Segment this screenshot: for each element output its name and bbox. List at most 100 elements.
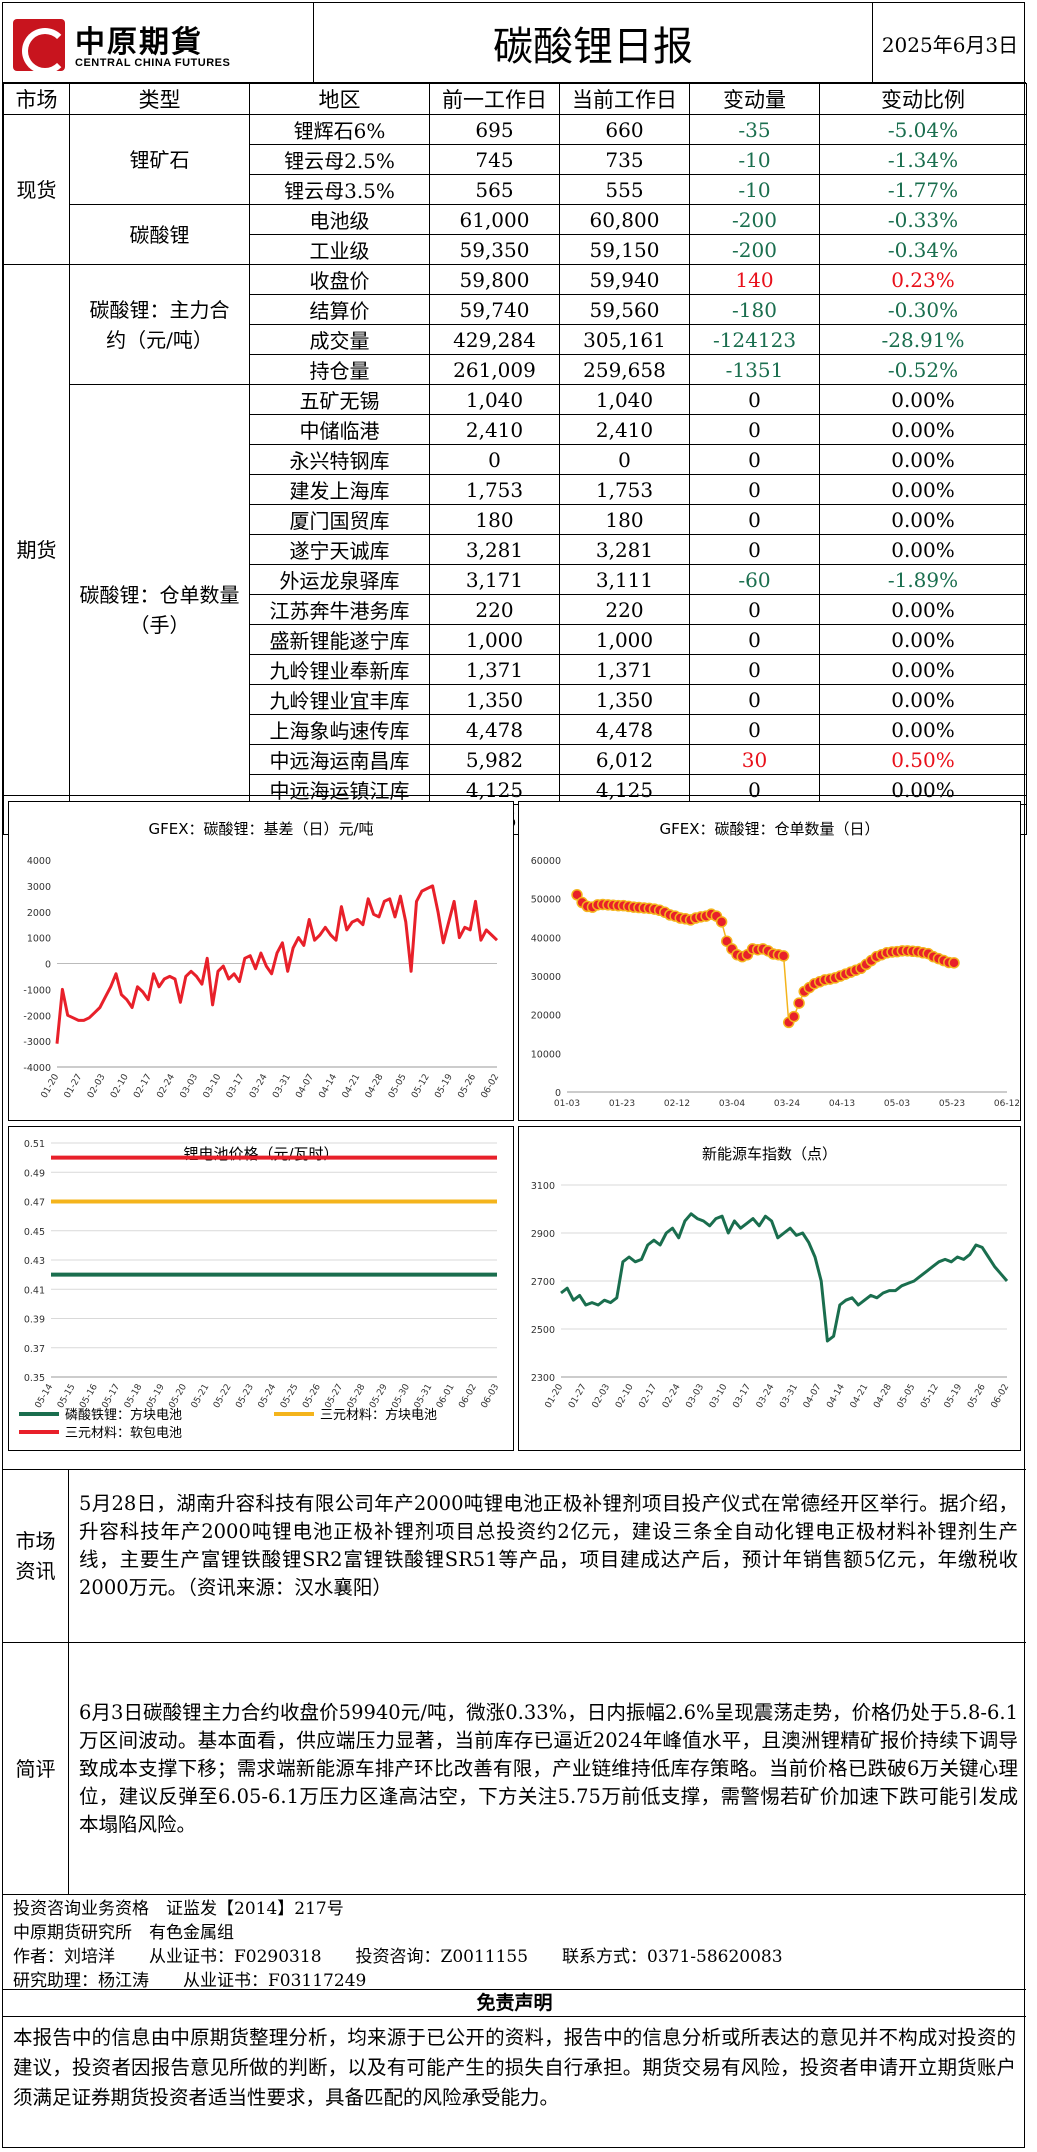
basis-chart: GFEX：碳酸锂：基差（日）元/吨 4000 3000 2000 1000 0 -1000… xyxy=(8,801,514,1121)
table-row: 江苏奔牛港务库 220 220 0 0.00% xyxy=(4,594,1027,625)
table-row: 成交量 429,284 305,161 -124123 -28.91% xyxy=(4,324,1027,355)
table-row: 厦门国贸库 180 180 0 0.00% xyxy=(4,504,1027,535)
change-cell: 0 xyxy=(689,504,820,535)
x-tick-label: 05-25 xyxy=(279,1383,301,1411)
y-tick-label: 0.49 xyxy=(24,1168,45,1179)
change-pct-cell: -1.34% xyxy=(819,144,1027,175)
y-tick-label: -2000 xyxy=(23,1011,51,1022)
change-cell: 0 xyxy=(689,414,820,445)
data-point xyxy=(793,997,805,1009)
institute-line: 中原期货研究所 有色金属组 xyxy=(13,1923,234,1943)
x-tick-label: 05-05 xyxy=(896,1383,918,1411)
change-cell: 0 xyxy=(689,444,820,475)
company-logo: 中原期貨 CENTRAL CHINA FUTURES xyxy=(13,15,243,75)
x-tick-label: 01-27 xyxy=(63,1073,85,1101)
change-pct-cell: 0.00% xyxy=(819,384,1027,415)
x-tick-label: 06-12 xyxy=(994,1099,1019,1109)
y-tick-label: 3100 xyxy=(531,1181,555,1192)
type-cell-warehouse: 碳酸锂：仓单数量（手） xyxy=(69,384,250,835)
x-tick-label: 05-26 xyxy=(966,1382,988,1410)
change-cell: 0 xyxy=(689,684,820,715)
x-tick-label: 05-12 xyxy=(919,1383,941,1411)
x-tick-label: 02-17 xyxy=(132,1073,154,1101)
prev-value-cell: 1,000 xyxy=(429,624,560,655)
y-tick-label: 0 xyxy=(555,1088,561,1099)
change-pct-cell: -28.91% xyxy=(819,324,1027,355)
x-tick-label: 01-20 xyxy=(40,1072,62,1100)
table-row: 期货 碳酸锂：主力合约（元/吨） 收盘价 59,800 59,940 140 0.23% xyxy=(3,264,1027,835)
prev-value-cell: 4,478 xyxy=(429,714,560,745)
col-header: 变动比例 xyxy=(819,83,1027,115)
x-tick-label: 04-07 xyxy=(802,1383,824,1411)
x-tick-label: 02-12 xyxy=(664,1099,690,1109)
change-cell: 0 xyxy=(689,594,820,625)
x-tick-label: 05-23 xyxy=(234,1383,256,1411)
change-cell: -200 xyxy=(689,204,820,235)
change-cell: 0 xyxy=(689,474,820,505)
x-tick-label: 05-15 xyxy=(56,1383,78,1411)
curr-value-cell: 305,161 xyxy=(559,324,690,355)
change-pct-cell: 0.00% xyxy=(819,414,1027,445)
curr-value-cell: 735 xyxy=(559,144,690,175)
prev-value-cell: 1,350 xyxy=(429,684,560,715)
region-cell: 工业级 xyxy=(249,234,430,265)
curr-value-cell: 59,940 xyxy=(559,264,690,295)
curr-value-cell: 6,012 xyxy=(559,744,690,775)
y-tick-label: 0.37 xyxy=(24,1344,45,1355)
table-row: 碳酸锂：仓单数量（手） 五矿无锡 1,040 1,040 0 0.00% xyxy=(4,384,1027,835)
table-row: 现货 锂矿石 锂辉石6% 695 660 -35 -5.04% xyxy=(3,114,1027,265)
change-cell: 0 xyxy=(689,714,820,745)
y-tick-label: 3000 xyxy=(27,882,51,893)
region-cell: 中远海运镇江库 xyxy=(249,774,430,805)
x-tick-label: 04-21 xyxy=(341,1073,363,1101)
change-cell: 0 xyxy=(689,384,820,415)
x-tick-label: 06-02 xyxy=(990,1383,1012,1411)
x-tick-label: 05-19 xyxy=(943,1382,965,1410)
region-cell: 结算价 xyxy=(249,294,430,325)
region-cell: 九岭锂业奉新库 xyxy=(249,654,430,685)
x-tick-label: 05-19 xyxy=(145,1382,167,1410)
region-cell: 五矿无锡 xyxy=(249,384,430,415)
change-pct-cell: 0.23% xyxy=(819,264,1027,295)
commentary-text: 6月3日碳酸锂主力合约收盘价59940元/吨，微涨0.33%，日内振幅2.6%呈… xyxy=(79,1701,1018,1836)
x-tick-label: 01-03 xyxy=(554,1099,580,1109)
y-tick-label: 0.47 xyxy=(24,1198,45,1209)
x-tick-label: 06-02 xyxy=(480,1073,502,1101)
x-tick-label: 04-13 xyxy=(829,1099,855,1109)
data-point xyxy=(715,916,728,928)
curr-value-cell: 59,150 xyxy=(559,234,690,265)
x-tick-label: 03-10 xyxy=(202,1072,224,1100)
x-tick-label: 03-31 xyxy=(271,1073,293,1101)
region-cell: 锂辉石6% xyxy=(249,114,430,145)
prev-value-cell: 59,740 xyxy=(429,294,560,325)
x-tick-label: 04-14 xyxy=(825,1382,847,1410)
report-title: 碳酸锂日报 xyxy=(313,3,873,83)
x-tick-label: 06-01 xyxy=(435,1383,457,1411)
x-tick-label: 05-17 xyxy=(100,1383,122,1411)
change-cell: -200 xyxy=(689,234,820,265)
section-label: 市场资讯 xyxy=(3,1470,69,1642)
y-tick-label: 0.45 xyxy=(24,1227,45,1238)
table-row: 遂宁天诚库 3,281 3,281 0 0.00% xyxy=(4,534,1027,565)
col-header: 前一工作日 xyxy=(429,83,560,115)
x-tick-label: 03-24 xyxy=(774,1099,800,1109)
change-cell: 0 xyxy=(689,534,820,565)
x-tick-label: 03-03 xyxy=(179,1073,201,1101)
charts-area: GFEX：碳酸锂：基差（日）元/吨 4000 3000 2000 1000 0 -1000… xyxy=(3,795,1026,1455)
market-cell-futures: 期货 xyxy=(3,264,70,835)
change-pct-cell: -1.89% xyxy=(819,564,1027,595)
battery-price-chart: 锂电池价格（元/瓦时） 0.51 0.49 0.47 0.45 0.43 0.41 0.39… xyxy=(8,1126,514,1451)
section-label-text: 简评 xyxy=(15,1756,56,1781)
region-cell: 锂云母2.5% xyxy=(249,144,430,175)
logo-mark-icon xyxy=(13,19,68,74)
change-pct-cell: 0.00% xyxy=(819,624,1027,655)
x-tick-label: 04-14 xyxy=(317,1072,339,1100)
prev-value-cell: 220 xyxy=(429,594,560,625)
region-cell: 成交量 xyxy=(249,324,430,355)
change-pct-cell: -5.04% xyxy=(819,114,1027,145)
curr-value-cell: 555 xyxy=(559,174,690,205)
curr-value-cell: 3,111 xyxy=(559,564,690,595)
change-pct-cell: 0.00% xyxy=(819,594,1027,625)
logo-chinese: 中原期貨 xyxy=(75,25,203,60)
market-cell-spot: 现货 xyxy=(3,114,70,265)
